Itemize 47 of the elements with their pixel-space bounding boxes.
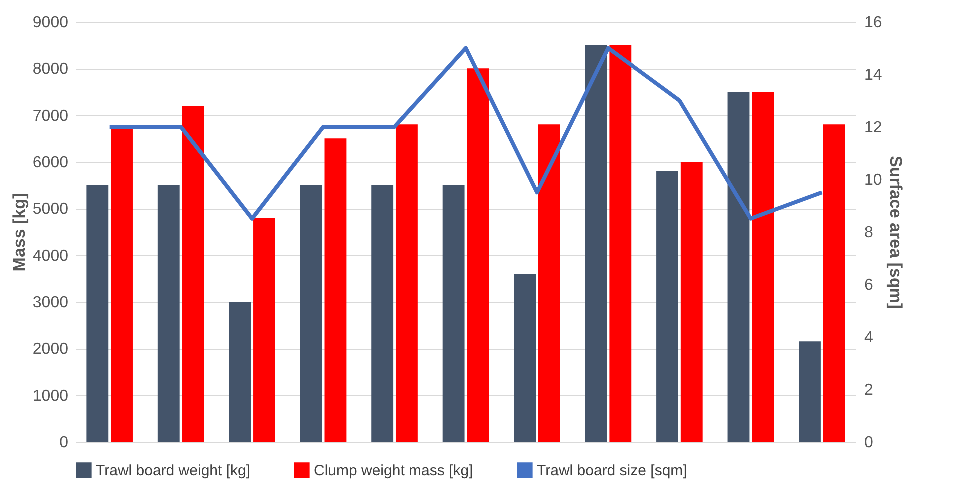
y-tick-label: 7000	[32, 108, 69, 125]
y2-tick-label: 8	[864, 224, 874, 242]
y2-tick-label: 10	[864, 172, 882, 189]
y2-axis-title: Surface area [sqm]	[886, 156, 906, 310]
bar	[182, 106, 204, 442]
y-tick-label: 8000	[32, 61, 69, 78]
bar	[680, 162, 703, 442]
bar	[752, 92, 774, 442]
bar	[656, 171, 678, 442]
bar	[254, 218, 276, 442]
y2-tick-label: 0	[864, 434, 874, 452]
y2-tick-label: 2	[864, 382, 874, 399]
line-series	[108, 46, 824, 221]
y-tick-label: 6000	[32, 154, 69, 172]
bar	[111, 127, 133, 442]
y-tick-label: 4000	[32, 248, 69, 265]
bar	[610, 45, 632, 442]
bar	[86, 185, 109, 442]
legend-label: Clump weight mass [kg]	[314, 462, 474, 480]
y-axis-title: Mass [kg]	[10, 193, 29, 272]
y2-tick-label: 12	[864, 120, 882, 136]
legend-label: Trawl board weight [kg]	[96, 462, 251, 480]
bar	[300, 185, 322, 442]
bar	[442, 185, 465, 442]
bar	[467, 68, 490, 442]
bar	[324, 138, 347, 442]
y2-tick-label: 14	[864, 67, 882, 84]
bar	[158, 185, 180, 442]
bar	[585, 45, 608, 442]
y-tick-label: 2000	[32, 341, 69, 358]
y2-tick-label: 4	[864, 330, 874, 346]
bar	[514, 274, 536, 442]
y-tick-label: 9000	[32, 14, 69, 32]
y2-tick-label: 16	[864, 14, 882, 32]
bar	[229, 302, 252, 442]
y-tick-label: 5000	[32, 201, 69, 218]
bar	[538, 124, 560, 442]
y2-tick-label: 6	[864, 277, 874, 294]
y-tick-label: 0	[60, 434, 69, 452]
bar	[799, 342, 821, 442]
bar	[823, 124, 846, 442]
bar	[372, 185, 394, 442]
y-tick-label: 1000	[32, 388, 69, 405]
y-tick-label: 3000	[32, 294, 69, 312]
legend-label: Trawl board size [sqm]	[537, 462, 688, 480]
bar	[396, 124, 418, 442]
bar	[728, 92, 750, 442]
